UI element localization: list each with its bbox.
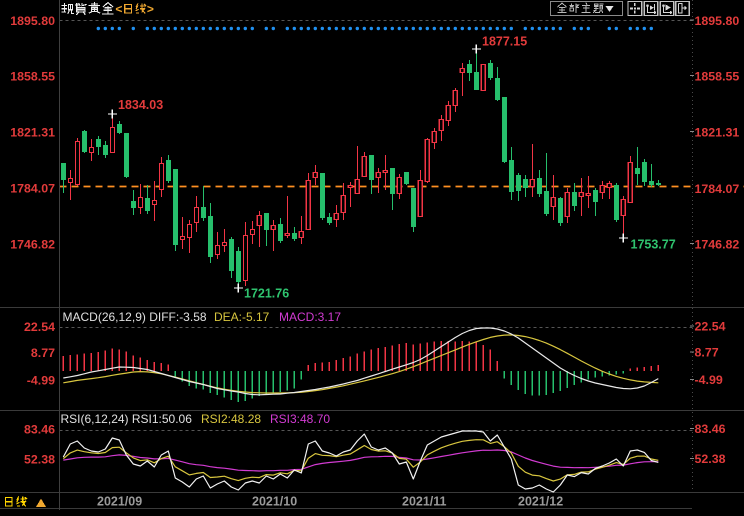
svg-text:1895.80: 1895.80: [10, 14, 55, 28]
svg-text:52.38: 52.38: [24, 453, 55, 467]
svg-text:83.46: 83.46: [695, 422, 726, 436]
svg-text:22.54: 22.54: [695, 320, 726, 334]
svg-text:22.54: 22.54: [24, 320, 55, 334]
svg-text:83.46: 83.46: [24, 423, 55, 437]
svg-text:1821.31: 1821.31: [10, 126, 55, 140]
svg-text:MACD:3.17: MACD:3.17: [279, 310, 341, 324]
svg-text:<: <: [115, 2, 122, 16]
svg-text:DEA:-5.17: DEA:-5.17: [214, 310, 270, 324]
svg-text:2021/10: 2021/10: [252, 495, 297, 509]
svg-text:2021/09: 2021/09: [97, 495, 142, 509]
svg-text:RSI3:48.70: RSI3:48.70: [270, 412, 330, 426]
svg-text:1721.76: 1721.76: [244, 287, 289, 301]
svg-text:2021/12: 2021/12: [518, 495, 563, 509]
svg-text:MACD(26,12,9) DIFF:-3.58: MACD(26,12,9) DIFF:-3.58: [63, 310, 207, 324]
svg-text:2021/11: 2021/11: [402, 495, 447, 509]
svg-text:1784.07: 1784.07: [695, 182, 740, 196]
svg-text:1746.82: 1746.82: [10, 238, 55, 252]
svg-text:1858.55: 1858.55: [695, 70, 740, 84]
svg-text:1784.07: 1784.07: [10, 182, 55, 196]
svg-text:8.77: 8.77: [31, 346, 55, 360]
svg-text:1821.31: 1821.31: [695, 126, 740, 140]
svg-text:1877.15: 1877.15: [482, 35, 527, 49]
svg-text:-4.99: -4.99: [695, 373, 723, 387]
svg-text:8.77: 8.77: [695, 346, 719, 360]
svg-text:1858.55: 1858.55: [10, 70, 55, 84]
svg-text:52.38: 52.38: [695, 452, 726, 466]
svg-text:1834.03: 1834.03: [118, 98, 163, 112]
svg-text:1746.82: 1746.82: [695, 238, 740, 252]
svg-text:1753.77: 1753.77: [631, 238, 676, 252]
svg-text:1895.80: 1895.80: [695, 14, 740, 28]
svg-text:RSI2:48.28: RSI2:48.28: [201, 412, 261, 426]
svg-text:RSI(6,12,24) RSI1:50.06: RSI(6,12,24) RSI1:50.06: [61, 412, 193, 426]
svg-text:-4.99: -4.99: [27, 374, 55, 388]
svg-text:>: >: [147, 2, 154, 16]
